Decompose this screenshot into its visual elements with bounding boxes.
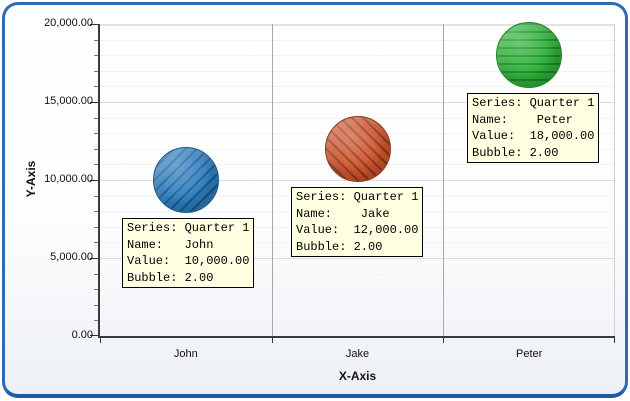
y-tick-label: 0.00 (71, 329, 93, 341)
y-gridline-major (100, 24, 615, 26)
column-separator (272, 24, 273, 336)
y-axis-minor-tick (94, 39, 98, 41)
y-gridline-minor (100, 70, 615, 72)
y-gridline-major (100, 258, 615, 259)
tooltip-peter: Series: Quarter 1 Name: Peter Value: 18,… (467, 93, 600, 163)
y-axis-major-tick (90, 24, 98, 25)
y-gridline-major (100, 102, 615, 103)
bubble-jake[interactable] (324, 115, 391, 182)
y-tick-label: 5,000.00 (50, 251, 93, 263)
y-axis-minor-tick (94, 242, 98, 244)
y-gridline-minor (100, 39, 615, 41)
y-axis-minor-tick (94, 164, 98, 166)
y-axis-major-tick (90, 180, 98, 181)
x-category-label: John (173, 348, 198, 360)
y-gridline-minor (100, 304, 615, 306)
y-axis-minor-tick (94, 117, 98, 119)
y-tick-label: 20,000.00 (44, 17, 93, 29)
y-axis-major-tick (90, 258, 98, 259)
y-gridline-minor (100, 289, 615, 291)
y-axis-minor-tick (94, 70, 98, 72)
x-category-label: Jake (345, 348, 370, 360)
x-axis-tick (272, 338, 273, 343)
y-tick-label: 10,000.00 (44, 173, 93, 185)
y-axis-minor-tick (94, 86, 98, 88)
y-gridline-minor (100, 86, 615, 88)
y-axis-minor-tick (94, 226, 98, 228)
y-axis-minor-tick (94, 320, 98, 322)
y-axis-minor-tick (94, 148, 98, 150)
y-axis-minor-tick (94, 55, 98, 57)
y-axis-minor-tick (94, 133, 98, 135)
y-axis-major-tick (90, 102, 98, 103)
x-axis-tick (100, 338, 101, 343)
x-axis-tick (614, 338, 615, 343)
column-separator (443, 24, 444, 336)
y-gridline-minor (100, 55, 615, 57)
y-axis-minor-tick (94, 211, 98, 213)
y-axis-minor-tick (94, 289, 98, 291)
bubble-john[interactable] (152, 147, 219, 213)
y-tick-label: 15,000.00 (44, 95, 93, 107)
y-axis-minor-tick (94, 304, 98, 306)
plot-right-edge (614, 24, 615, 336)
x-axis-tick (443, 338, 444, 343)
y-gridline-minor (100, 273, 615, 275)
y-axis-minor-tick (94, 273, 98, 275)
tooltip-john: Series: Quarter 1 Name: John Value: 10,0… (122, 218, 255, 288)
y-axis-minor-tick (94, 195, 98, 197)
bubble-peter[interactable] (496, 22, 563, 89)
x-axis-title: X-Axis (338, 369, 377, 383)
tooltip-jake: Series: Quarter 1 Name: Jake Value: 12,0… (291, 187, 424, 257)
y-axis-major-tick (90, 335, 98, 336)
x-category-label: Peter (516, 348, 543, 360)
y-gridline-minor (100, 320, 615, 322)
